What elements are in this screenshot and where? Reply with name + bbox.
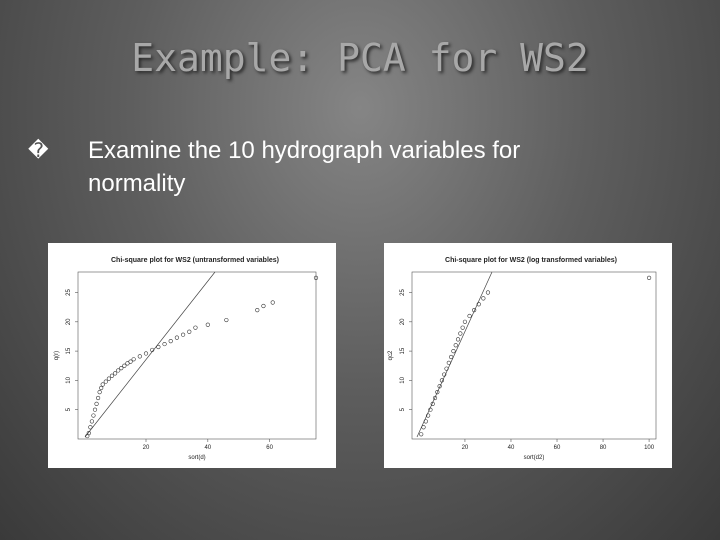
point <box>162 341 167 347</box>
point <box>143 351 149 356</box>
point <box>255 307 260 313</box>
chart-title: Chi-square plot for WS2 (untransformed v… <box>111 257 279 264</box>
point <box>91 413 96 418</box>
bullet-marker: � <box>28 140 49 162</box>
point <box>205 322 210 327</box>
point <box>88 425 93 430</box>
point <box>419 432 424 437</box>
point <box>150 347 155 353</box>
point <box>476 302 481 307</box>
point <box>128 359 133 364</box>
reference-line <box>416 271 493 438</box>
point <box>439 378 445 383</box>
point <box>462 319 468 324</box>
point <box>432 395 438 401</box>
point <box>116 368 121 373</box>
point <box>455 337 461 342</box>
point <box>453 343 458 348</box>
y-tick-label: 15 <box>400 347 406 354</box>
x-tick-label: 80 <box>600 445 607 451</box>
point <box>109 373 115 378</box>
slide-title: Example: PCA for WS2 <box>131 36 589 80</box>
reference-line <box>84 271 216 438</box>
point <box>460 325 465 330</box>
point <box>437 384 442 389</box>
bullet-text: Examine the 10 hydrograph variables for … <box>88 137 521 197</box>
point <box>472 307 477 313</box>
point <box>131 357 136 362</box>
point <box>180 332 186 337</box>
point <box>89 419 95 424</box>
point <box>112 371 118 376</box>
point <box>100 382 105 387</box>
point <box>95 395 101 401</box>
point <box>467 313 472 319</box>
x-tick-label: 100 <box>644 445 655 451</box>
chart-title: Chi-square plot for WS2 (log transformed… <box>445 257 617 264</box>
y-tick-label: 10 <box>66 376 72 383</box>
point <box>174 335 180 340</box>
point <box>313 275 319 280</box>
point <box>430 401 435 406</box>
point <box>187 329 192 334</box>
point <box>449 354 454 360</box>
y-tick-label: 20 <box>66 318 72 325</box>
plot-frame <box>411 271 657 440</box>
y-tick-label: 20 <box>400 318 406 325</box>
y-tick-label: 10 <box>400 376 406 383</box>
point <box>193 325 198 330</box>
point <box>224 317 229 323</box>
point <box>94 401 99 406</box>
x-tick-label: 60 <box>554 445 561 451</box>
y-tick-label: 25 <box>400 289 406 296</box>
point <box>106 376 112 381</box>
point <box>137 354 142 359</box>
point <box>446 360 451 365</box>
chart-panel <box>48 243 336 468</box>
point <box>261 303 266 309</box>
plot-frame <box>77 271 317 440</box>
point <box>458 331 463 336</box>
chart-panel <box>384 243 672 468</box>
point <box>125 361 130 366</box>
point <box>119 365 124 371</box>
point <box>97 390 102 395</box>
point <box>428 407 433 412</box>
point <box>92 407 98 412</box>
point <box>435 390 440 395</box>
x-tick-label: 40 <box>508 445 515 451</box>
x-tick-label: 20 <box>462 445 469 451</box>
y-tick-label: 25 <box>66 289 72 296</box>
point <box>103 379 108 384</box>
point <box>481 296 486 301</box>
point <box>270 300 275 305</box>
y-tick-label: 15 <box>66 347 72 354</box>
y-tick-label: 5 <box>400 407 406 411</box>
x-tick-label: 20 <box>143 445 150 451</box>
point <box>421 425 426 430</box>
point <box>168 339 173 344</box>
x-tick-label: 40 <box>204 445 211 451</box>
point <box>485 290 491 295</box>
y-axis-label: q(r) <box>54 351 60 360</box>
point <box>122 363 127 368</box>
point <box>442 372 447 377</box>
x-tick-label: 60 <box>266 445 273 451</box>
point <box>646 275 652 280</box>
point <box>99 385 104 391</box>
point <box>423 419 428 424</box>
x-axis-label: sort(d) <box>188 455 205 461</box>
point <box>86 431 91 436</box>
point <box>156 344 161 350</box>
point <box>426 413 431 418</box>
y-axis-label: qc2 <box>388 350 394 360</box>
y-tick-label: 5 <box>66 407 72 411</box>
point <box>451 349 456 354</box>
point <box>444 366 449 371</box>
x-axis-label: sort(d2) <box>524 455 545 461</box>
